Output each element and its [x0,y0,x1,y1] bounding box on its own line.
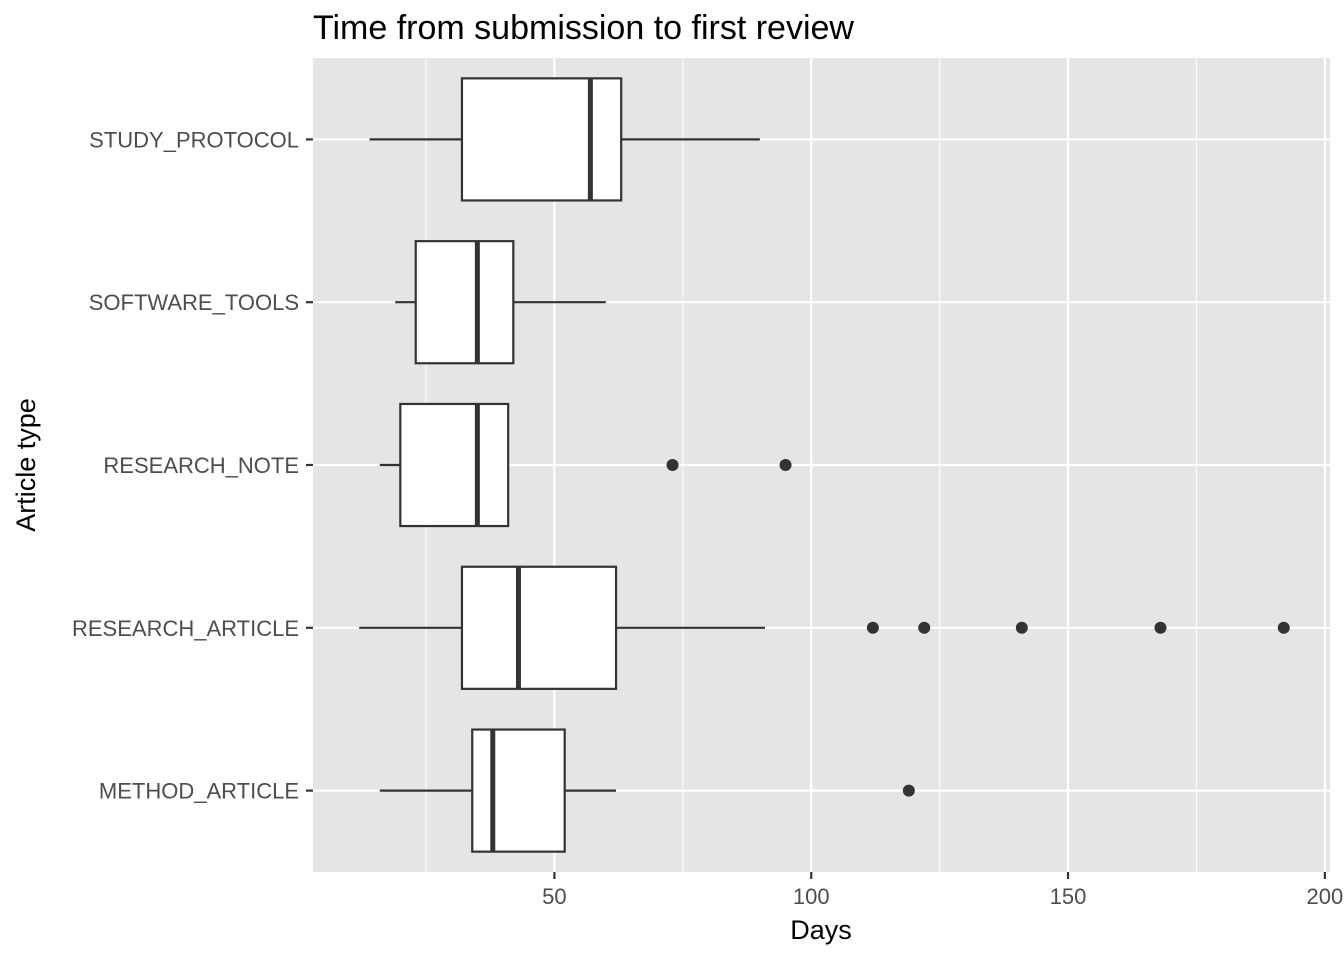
box-research-article [359,565,1290,690]
y-tick-label: RESEARCH_NOTE [103,453,299,478]
x-tick-label: 200 [1307,884,1344,909]
axes: 50 100 150 200 METHOD_ARTICLE RESEARCH_ARTICL… [72,127,1343,909]
y-tick-label: SOFTWARE_TOOLS [89,290,299,315]
x-tick-label: 150 [1050,884,1087,909]
iqr-box [471,728,566,853]
outlier-point [866,621,879,634]
y-tick-label: METHOD_ARTICLE [99,779,299,804]
chart-title: Time from submission to first review [313,9,854,47]
iqr-box [460,565,618,690]
box-method-article [379,728,915,853]
x-axis-title: Days [790,915,852,945]
iqr-box [399,402,510,528]
iqr-box [414,240,515,365]
outlier-point [1015,621,1028,634]
y-axis-title: Article type [11,398,41,532]
outlier-point [1154,621,1167,634]
x-tick-label: 100 [793,884,830,909]
y-tick-label: RESEARCH_ARTICLE [72,616,299,641]
box-software-tools [395,240,606,365]
y-tick-label: STUDY_PROTOCOL [89,127,299,152]
outlier-point [666,459,679,471]
box-study-protocol [369,77,760,202]
outlier-point [779,459,792,471]
boxes [359,77,1290,853]
outlier-point [902,784,915,797]
outlier-point [918,621,931,634]
iqr-box [460,77,623,202]
outlier-point [1277,621,1290,634]
box-research-note [379,402,792,528]
x-tick-label: 50 [542,884,566,909]
